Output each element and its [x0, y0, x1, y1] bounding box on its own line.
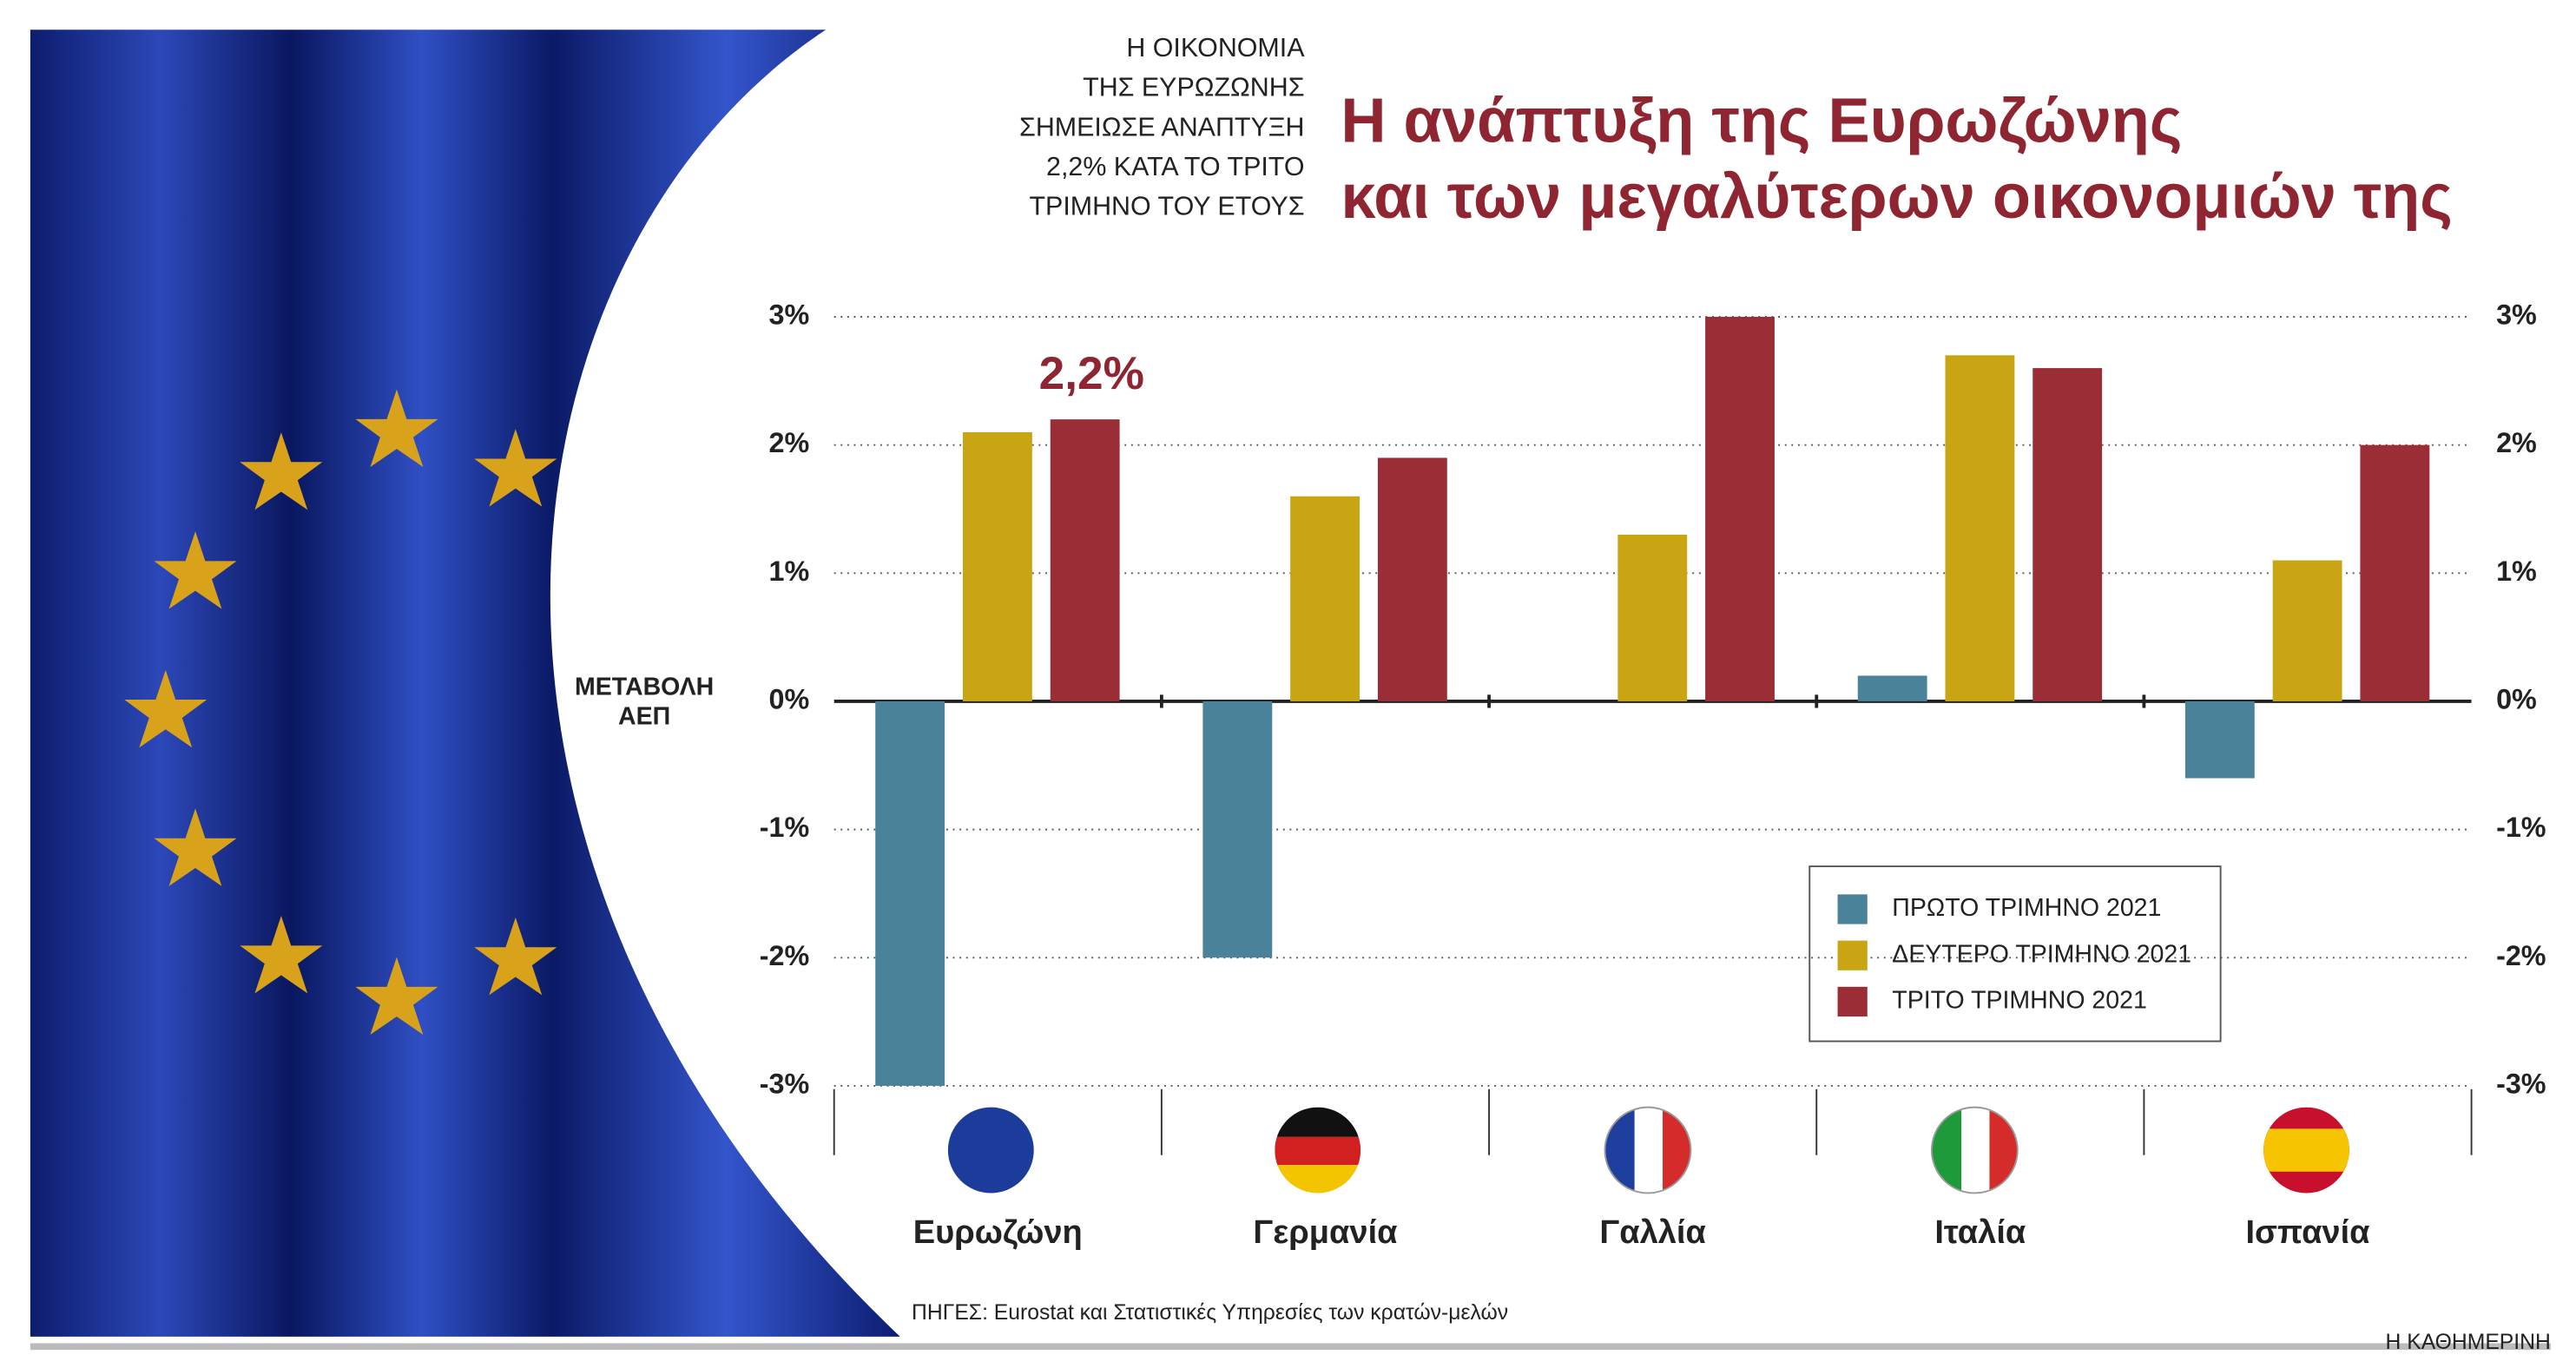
x-tick-label: Ισπανία: [2245, 1214, 2369, 1251]
bar: [1617, 535, 1688, 701]
source: ΠΗΓΕΣ: Eurostat και Στατιστικές Υπηρεσίε…: [912, 1301, 1508, 1325]
subtitle: Η ΟΙΚΟΝΟΜΙΑ: [1126, 33, 1305, 62]
bar: [2032, 368, 2103, 701]
y-tick-label: 1%: [768, 556, 809, 587]
bar: [2272, 560, 2342, 701]
bar: [1857, 675, 1927, 701]
bar: [1945, 355, 2015, 701]
y2-tick-label: -3%: [2496, 1068, 2546, 1099]
legend-swatch: [1837, 894, 1868, 924]
x-tick-label: Ιταλία: [1934, 1214, 2026, 1251]
subtitle: 2,2% ΚΑΤΑ ΤΟ ΤΡΙΤΟ: [1046, 152, 1304, 181]
legend-swatch: [1837, 986, 1868, 1017]
x-tick-label: Γερμανία: [1253, 1214, 1397, 1251]
y2-tick-label: 3%: [2496, 299, 2537, 331]
bar: [1705, 317, 1775, 701]
y-tick-label: 3%: [768, 299, 809, 331]
y-tick-label: -3%: [760, 1068, 809, 1099]
bar: [1290, 496, 1360, 701]
bar: [2184, 700, 2255, 779]
y-tick-label: 0%: [768, 683, 809, 714]
y2-tick-label: 1%: [2496, 556, 2537, 587]
legend-label: ΠΡΩΤΟ ΤΡΙΜΗΝΟ 2021: [1892, 894, 2161, 922]
bar: [875, 700, 945, 1086]
y-tick-label: 2%: [768, 427, 809, 458]
y2-tick-label: 0%: [2496, 683, 2537, 714]
value-label: 2,2%: [1039, 348, 1144, 399]
bar: [1202, 700, 1273, 958]
bar: [1050, 419, 1120, 701]
subtitle: ΤΗΣ ΕΥΡΩΖΩΝΗΣ: [1083, 73, 1304, 102]
flags: [947, 1106, 2349, 1194]
y-tick-label: -2%: [760, 940, 809, 971]
legend-swatch: [1837, 940, 1868, 970]
eu-stars: [124, 389, 557, 1035]
y-tick-label: -1%: [760, 812, 809, 843]
legend-box: [1808, 865, 2222, 1042]
brand: Η ΚΑΘΗΜΕΡΙΝΗ: [2386, 1331, 2551, 1354]
y-axis-label: ΑΕΠ: [618, 703, 670, 731]
y2-tick-label: -2%: [2496, 940, 2546, 971]
bar: [2360, 444, 2430, 701]
legend-label: ΔΕΥΤΕΡΟ ΤΡΙΜΗΝΟ 2021: [1892, 940, 2191, 968]
legend-label: ΤΡΙΤΟ ΤΡΙΜΗΝΟ 2021: [1892, 986, 2147, 1014]
x-tick-label: Ευρωζώνη: [913, 1214, 1083, 1251]
y2-tick-label: 2%: [2496, 427, 2537, 458]
x-tick-label: Γαλλία: [1599, 1214, 1705, 1251]
y-axis-label: ΜΕΤΑΒΟΛΗ: [575, 673, 714, 700]
chart-title: και των μεγαλύτερων οικονομιών της: [1341, 162, 2453, 232]
subtitle: ΤΡΙΜΗΝΟ ΤΟΥ ΕΤΟΥΣ: [1029, 192, 1304, 221]
bar: [962, 431, 1032, 701]
chart-title: Η ανάπτυξη της Ευρωζώνης: [1341, 87, 2182, 156]
y2-tick-label: -1%: [2496, 812, 2546, 843]
bar: [1377, 457, 1447, 701]
subtitle: ΣΗΜΕΙΩΣΕ ΑΝΑΠΤΥΞΗ: [1019, 112, 1304, 141]
eu-flag-curtain: [30, 30, 900, 1337]
